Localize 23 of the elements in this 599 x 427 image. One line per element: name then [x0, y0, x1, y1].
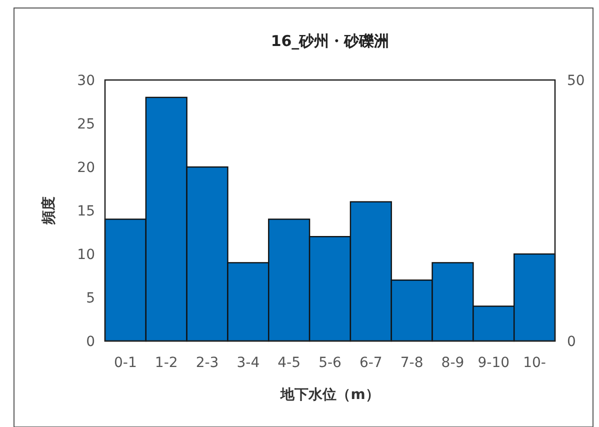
- x-tick-label: 4-5: [278, 355, 301, 371]
- y-axis-title: 頻度: [40, 196, 57, 226]
- y2-tick-label: 50: [567, 73, 585, 89]
- y-tick-label: 5: [86, 290, 95, 306]
- x-tick-label: 3-4: [236, 355, 260, 371]
- y-tick-label: 10: [77, 247, 95, 263]
- x-tick-label: 1-2: [154, 355, 178, 371]
- x-tick-label: 10-: [523, 355, 546, 371]
- y2-tick-label: 0: [567, 334, 576, 350]
- y-tick-label: 25: [77, 116, 95, 132]
- y-tick-label: 30: [77, 73, 95, 89]
- y-tick-label: 20: [77, 160, 95, 176]
- x-tick-label: 5-6: [318, 355, 342, 371]
- y-tick-label: 0: [86, 334, 95, 350]
- x-axis-title: 地下水位（m）: [280, 387, 380, 403]
- y-tick-label: 15: [77, 204, 95, 220]
- x-tick-label: 6-7: [359, 355, 382, 371]
- x-tick-label: 7-8: [400, 355, 424, 371]
- x-tick-label: 9-10: [478, 355, 510, 371]
- x-tick-label: 8-9: [441, 355, 464, 371]
- chart-title: 16_砂州・砂礫洲: [270, 32, 390, 50]
- x-tick-label: 0-1: [114, 355, 137, 371]
- x-tick-label: 2-3: [196, 355, 219, 371]
